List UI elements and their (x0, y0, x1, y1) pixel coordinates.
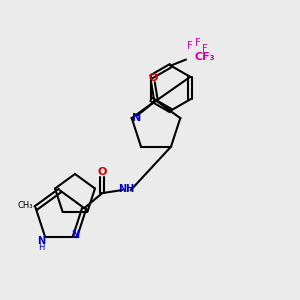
Text: NH: NH (118, 184, 134, 194)
Text: O: O (98, 167, 107, 177)
Text: H: H (38, 243, 45, 252)
Text: N: N (71, 230, 79, 240)
Text: CH₃: CH₃ (17, 201, 33, 210)
Text: CF₃: CF₃ (195, 52, 215, 61)
Text: N: N (37, 236, 46, 246)
Text: N: N (132, 113, 141, 123)
Text: F: F (188, 41, 193, 51)
Text: O: O (148, 73, 158, 83)
Text: F: F (202, 44, 208, 54)
Text: F: F (195, 38, 200, 48)
